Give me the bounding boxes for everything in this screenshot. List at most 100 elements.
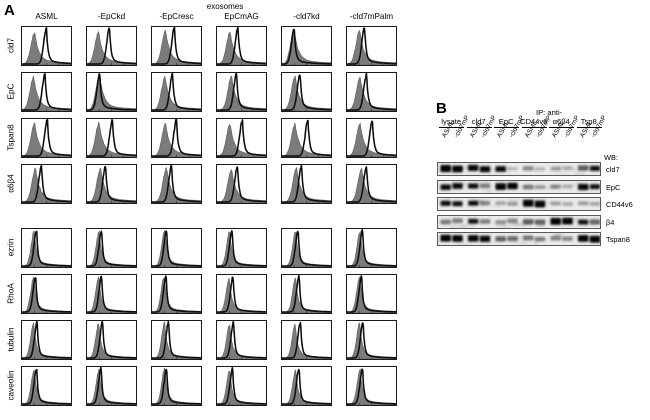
panel-b-group-rule-1: [439, 127, 465, 128]
control-histogram-filled: [347, 167, 396, 203]
fc-histogram-r2-c3: [151, 72, 202, 112]
blot-band: [495, 236, 506, 242]
panel-a-column-header-1: ASML: [35, 12, 58, 21]
blot-band: [550, 166, 561, 171]
blot-band: [522, 184, 534, 189]
panel-a-row-label-3: Tspan8: [6, 124, 16, 151]
fc-histogram-r2-c4: [216, 72, 267, 112]
western-blot-row-EpC: [437, 179, 601, 194]
fc-histogram-r2-c5: [281, 72, 332, 112]
control-histogram-filled: [217, 370, 266, 405]
panel-a-row-label-8: caveolin: [6, 370, 16, 401]
fc-histogram-r7-c2: [86, 320, 137, 360]
fc-histogram-r8-c3: [151, 366, 202, 406]
control-histogram-filled: [282, 75, 331, 111]
stained-histogram-outline: [217, 276, 266, 313]
western-blot-row-4: [437, 214, 601, 229]
stained-histogram-outline: [87, 321, 136, 359]
panel-b-group-header-2: cld7: [471, 117, 486, 126]
panel-b-group-header-3: EpC: [498, 117, 514, 126]
stained-histogram-outline: [217, 321, 266, 359]
blot-band: [507, 236, 518, 242]
wb-label-1: cld7: [606, 165, 620, 174]
stained-histogram-outline: [347, 229, 396, 267]
stained-histogram-outline: [152, 27, 201, 65]
panel-b-group-header-5: α6β4: [552, 117, 570, 126]
control-histogram-filled: [282, 231, 331, 267]
western-blot-row-Tspan8: [437, 232, 601, 246]
control-histogram-filled: [22, 276, 71, 313]
control-histogram-filled: [347, 322, 396, 359]
panel-b-group-rule-3: [494, 127, 520, 128]
fc-histogram-r4-c5: [281, 164, 332, 204]
panel-b-group-header-6: Tsp8: [580, 117, 597, 126]
panel-a-column-header-4: EpCmAG: [224, 12, 259, 21]
fc-histogram-r8-c6: [346, 366, 397, 406]
fc-histogram-r6-c2: [86, 274, 137, 314]
blot-band: [550, 235, 561, 241]
blot-band: [522, 235, 534, 241]
fc-histogram-r4-c2: [86, 164, 137, 204]
control-histogram-filled: [347, 30, 396, 65]
stained-histogram-outline: [282, 28, 331, 65]
panel-b-letter: B: [436, 100, 447, 117]
control-histogram-filled: [347, 368, 396, 405]
fc-histogram-r5-c3: [151, 228, 202, 268]
control-histogram-filled: [282, 323, 331, 359]
stained-histogram-outline: [22, 277, 71, 313]
wb-title: WB:: [604, 153, 618, 162]
fc-histogram-r8-c1: [21, 366, 72, 406]
fc-histogram-r5-c6: [346, 228, 397, 268]
stained-histogram-outline: [87, 166, 136, 203]
stained-histogram-outline: [347, 166, 396, 203]
control-histogram-filled: [347, 122, 396, 157]
stained-histogram-outline: [87, 119, 136, 157]
blot-band: [495, 201, 506, 206]
fc-histogram-r6-c4: [216, 274, 267, 314]
fc-histogram-r7-c1: [21, 320, 72, 360]
blot-band: [589, 218, 600, 225]
panel-b-group-rule-5: [549, 127, 575, 128]
panel-b-group-rule-6: [576, 127, 602, 128]
control-histogram-filled: [87, 323, 136, 359]
blot-band: [440, 219, 451, 224]
blot-band: [550, 183, 561, 189]
panel-b-group-header-4: CD44v6: [519, 117, 548, 126]
control-histogram-filled: [152, 277, 201, 313]
fc-histogram-r4-c4: [216, 164, 267, 204]
panel-a-row-label-5: ezrin: [6, 238, 16, 257]
blot-band: [479, 218, 491, 224]
blot-band: [507, 167, 518, 171]
blot-band: [522, 218, 534, 225]
stained-histogram-outline: [87, 27, 136, 65]
control-histogram-filled: [282, 277, 331, 313]
control-histogram-filled: [217, 278, 266, 313]
stained-histogram-outline: [22, 27, 71, 65]
control-histogram-filled: [22, 322, 71, 359]
fc-histogram-r7-c3: [151, 320, 202, 360]
control-histogram-filled: [152, 229, 201, 267]
stained-histogram-outline: [22, 73, 71, 111]
fc-histogram-r7-c5: [281, 320, 332, 360]
control-histogram-filled: [22, 122, 71, 157]
stained-histogram-outline: [282, 119, 331, 157]
fc-histogram-r6-c1: [21, 274, 72, 314]
fc-histogram-r1-c2: [86, 26, 137, 66]
control-histogram-filled: [87, 276, 136, 313]
blot-band: [507, 201, 518, 206]
stained-histogram-outline: [152, 165, 201, 203]
control-histogram-filled: [217, 124, 266, 157]
fc-histogram-r6-c5: [281, 274, 332, 314]
stained-histogram-outline: [87, 73, 136, 111]
fc-histogram-r2-c1: [21, 72, 72, 112]
panel-a: A exosomes ASML -EpCkd -EpCresc EpCmAG -cld7…: [4, 2, 397, 406]
blot-band: [577, 201, 589, 206]
stained-histogram-outline: [87, 275, 136, 313]
stained-histogram-outline: [282, 368, 331, 405]
blot-band: [479, 183, 491, 188]
stained-histogram-outline: [347, 120, 396, 157]
stained-histogram-outline: [347, 275, 396, 313]
blot-band: [589, 201, 600, 206]
fc-histogram-r1-c3: [151, 26, 202, 66]
fc-histogram-r6-c6: [346, 274, 397, 314]
